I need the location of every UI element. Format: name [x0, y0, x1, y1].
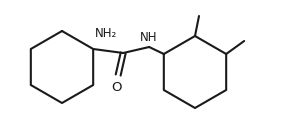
- Text: NH₂: NH₂: [95, 27, 117, 40]
- Text: O: O: [111, 81, 121, 94]
- Text: NH: NH: [139, 30, 157, 44]
